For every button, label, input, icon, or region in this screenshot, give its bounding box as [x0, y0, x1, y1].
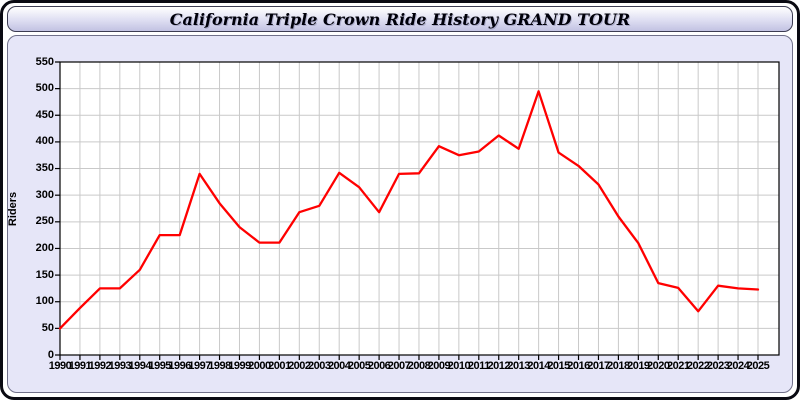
ride-history-line — [58, 90, 760, 330]
title-bar: California Triple Crown Ride History GRA… — [7, 6, 793, 32]
line-chart — [55, 61, 780, 360]
plot-background — [60, 62, 779, 355]
chart-title: California Triple Crown Ride History GRA… — [169, 9, 631, 29]
